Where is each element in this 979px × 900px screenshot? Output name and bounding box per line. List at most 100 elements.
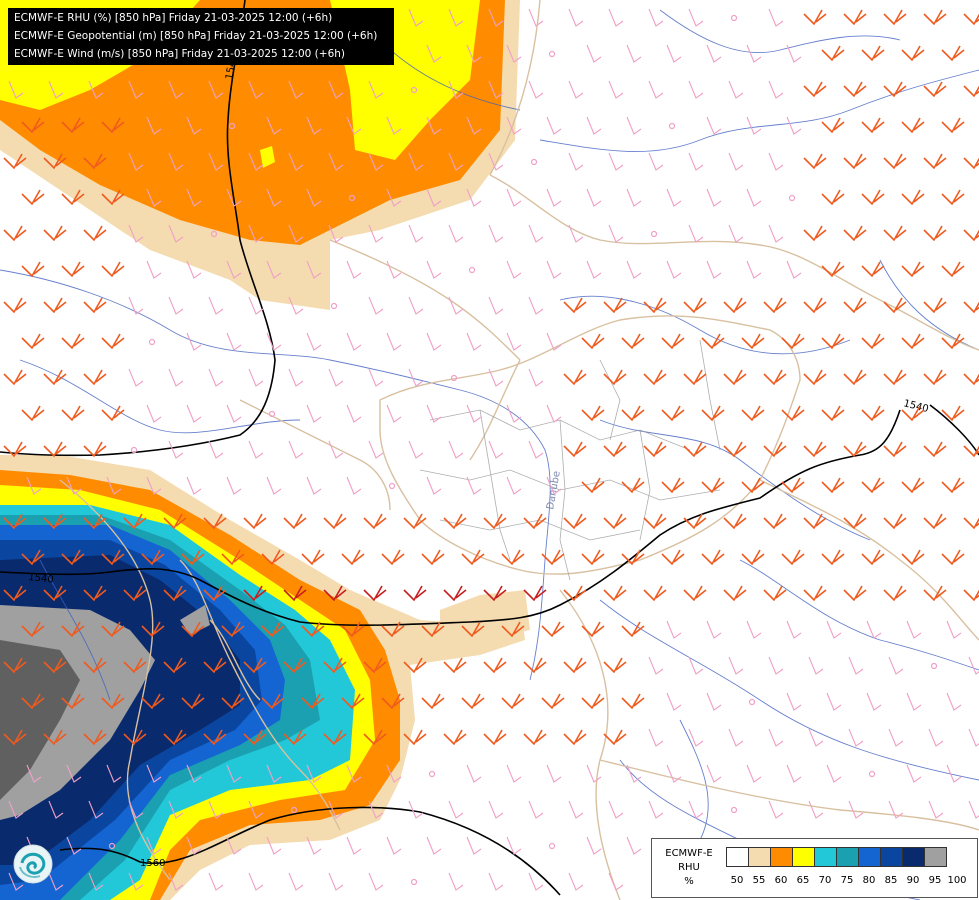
- wind-barb: [448, 800, 464, 819]
- wind-barb: [501, 693, 525, 710]
- wind-barb: [248, 440, 264, 459]
- wind-barb: [768, 656, 784, 675]
- wind-barb: [688, 80, 704, 99]
- wind-barb: [328, 80, 344, 99]
- wind-barb: [488, 872, 504, 891]
- wind-barb: [546, 188, 562, 207]
- wind-barb: [408, 800, 424, 819]
- wind-barb: [568, 8, 584, 27]
- wind-barb: [843, 513, 867, 530]
- wind-barb: [786, 764, 802, 783]
- wind-barb: [968, 800, 979, 819]
- wind-barb: [226, 476, 242, 495]
- wind-barb: [386, 116, 402, 135]
- wind-barb: [21, 333, 45, 350]
- legend-swatch-60: [770, 847, 793, 867]
- wind-barb: [821, 405, 845, 422]
- wind-barb: [826, 692, 842, 711]
- wind-barb: [683, 585, 707, 602]
- wind-barb: [946, 764, 962, 783]
- wind-barb: [101, 117, 125, 134]
- wind-barb: [61, 549, 85, 566]
- wind-barb: [923, 585, 947, 602]
- contour-1560: [59, 806, 561, 896]
- wind-barb: [963, 85, 979, 98]
- county-lines: [419, 339, 721, 581]
- wind-barb: [328, 368, 344, 387]
- wind-barb: [941, 405, 965, 422]
- wind-barb: [843, 369, 867, 386]
- wind-barb: [963, 373, 979, 386]
- wind-barb-calm: [730, 806, 738, 814]
- wind-barb: [666, 44, 682, 63]
- wind-barb: [186, 476, 202, 495]
- wind-barb: [568, 872, 584, 891]
- wind-barb: [643, 369, 667, 386]
- wind-barb: [426, 116, 442, 135]
- wind-barb: [448, 296, 464, 315]
- wind-barb: [368, 296, 384, 315]
- wind-barb: [306, 260, 322, 279]
- wind-barb: [168, 296, 184, 315]
- wind-barb: [546, 116, 562, 135]
- wind-barb-calm: [530, 158, 538, 166]
- legend-title-model: ECMWF-E: [665, 848, 713, 859]
- wind-barb: [786, 44, 802, 63]
- legend-swatch-65: [792, 847, 815, 867]
- wind-barb: [61, 333, 85, 350]
- wind-barb: [781, 477, 805, 494]
- wind-barb: [528, 872, 544, 891]
- wind-barb: [666, 620, 682, 639]
- legend-swatch-55: [748, 847, 771, 867]
- wind-barb: [901, 117, 925, 134]
- wind-barb: [506, 188, 522, 207]
- wind-barb: [883, 441, 907, 458]
- wind-barb: [528, 440, 544, 459]
- wind-barb: [48, 800, 64, 819]
- wind-barb: [803, 513, 827, 530]
- wind-barb: [688, 224, 704, 243]
- wind-barb: [248, 800, 264, 819]
- wind-barb-calm: [228, 122, 236, 130]
- wind-barb: [168, 152, 184, 171]
- wind-barb: [888, 656, 904, 675]
- wind-barb: [306, 836, 322, 855]
- wind-barb: [83, 657, 107, 674]
- wind-barb: [603, 585, 627, 602]
- legend-swatch-90: [902, 847, 925, 867]
- wind-barb: [768, 152, 784, 171]
- wind-barb: [568, 80, 584, 99]
- wind-barb: [283, 729, 307, 746]
- wind-barb: [226, 332, 242, 351]
- wind-barb-calm: [108, 842, 116, 850]
- wind-barb: [843, 9, 867, 26]
- wind-barb: [866, 692, 882, 711]
- wind-barb: [83, 441, 107, 458]
- borders: [59, 0, 979, 900]
- wind-barb: [666, 764, 682, 783]
- wind-barb: [466, 44, 482, 63]
- wind-barb: [61, 117, 85, 134]
- wind-barb: [226, 404, 242, 423]
- wind-barb: [208, 368, 224, 387]
- legend-swatch-95: [924, 847, 947, 867]
- wind-barb: [866, 620, 882, 639]
- wind-barb: [421, 693, 445, 710]
- wind-barb: [3, 729, 27, 746]
- wind-barb: [568, 224, 584, 243]
- wind-barb: [43, 657, 67, 674]
- wind-barb-calm: [548, 50, 556, 58]
- legend-tick-label: 95: [928, 875, 942, 886]
- wind-barb: [568, 152, 584, 171]
- wind-barb: [648, 152, 664, 171]
- wind-barb: [861, 261, 885, 278]
- wind-barb: [483, 729, 507, 746]
- wind-barb: [803, 81, 827, 98]
- wind-barb: [643, 441, 667, 458]
- wind-barb: [123, 585, 147, 602]
- wind-barb: [701, 549, 725, 566]
- wind-barb: [141, 549, 165, 566]
- wind-barb-calm: [348, 194, 356, 202]
- wind-barb: [43, 729, 67, 746]
- wind-barb: [483, 585, 507, 602]
